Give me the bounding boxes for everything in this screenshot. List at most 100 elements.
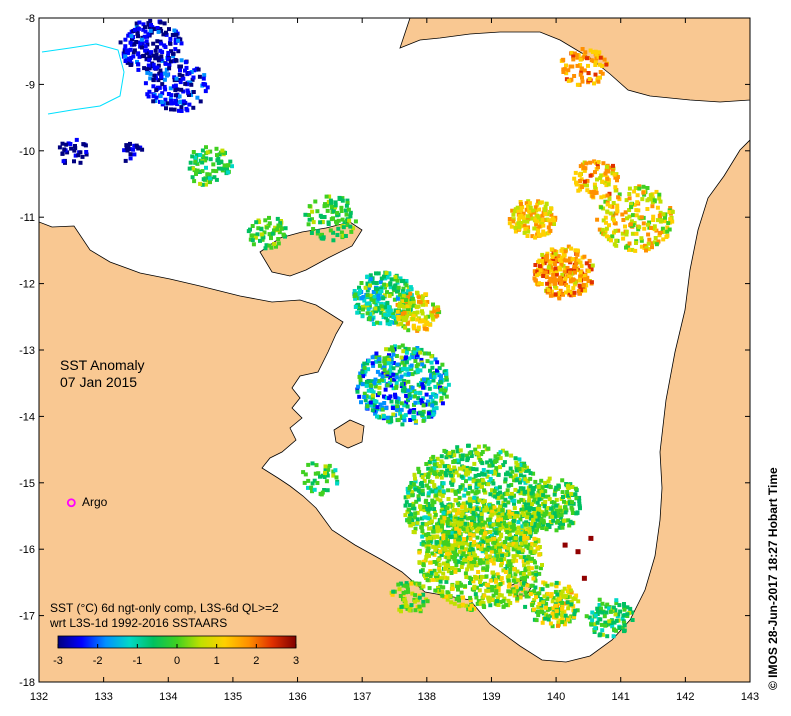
- sst-cell: [154, 26, 158, 31]
- sst-cell: [518, 480, 522, 485]
- sst-cell: [468, 598, 473, 603]
- sst-cell: [403, 513, 408, 518]
- sst-cell: [163, 97, 168, 102]
- sst-cell: [493, 530, 498, 535]
- sst-cell: [390, 592, 395, 597]
- sst-cell: [514, 541, 519, 546]
- sst-cell: [491, 593, 496, 598]
- sst-cell: [530, 556, 534, 561]
- sst-cell: [622, 623, 627, 628]
- sst-cell: [612, 221, 617, 225]
- sst-cell: [430, 392, 435, 397]
- sst-cell: [575, 63, 580, 68]
- sst-cell: [531, 208, 536, 213]
- sst-cell: [179, 105, 184, 110]
- sst-cell: [475, 451, 480, 456]
- sst-cell: [484, 505, 489, 510]
- sst-cell: [511, 212, 516, 217]
- sst-cell: [614, 601, 619, 605]
- sst-cell: [422, 508, 427, 513]
- sst-cell: [593, 185, 598, 190]
- sst-cell: [376, 296, 381, 301]
- sst-cell: [497, 485, 502, 490]
- sst-anomaly-cells: [57, 18, 675, 639]
- x-tick-label: 136: [288, 691, 306, 703]
- sst-cell: [433, 384, 438, 389]
- sst-cell: [557, 296, 562, 301]
- sst-cell: [469, 454, 474, 458]
- sst-cell: [402, 418, 407, 423]
- sst-cell: [506, 578, 511, 583]
- sst-cell: [427, 386, 432, 391]
- sst-cell: [531, 517, 536, 522]
- sst-cell: [600, 610, 605, 615]
- sst-cell: [531, 576, 536, 581]
- sst-cell: [466, 564, 471, 569]
- sst-cell: [530, 525, 535, 530]
- sst-cell: [384, 347, 389, 352]
- sst-cell: [501, 604, 506, 609]
- sst-cell: [577, 277, 582, 282]
- sst-cell: [312, 487, 317, 492]
- sst-cell: [450, 488, 455, 493]
- sst-cell: [335, 210, 340, 215]
- sst-cell: [387, 396, 392, 401]
- sst-cell: [515, 596, 520, 601]
- sst-cell: [425, 359, 430, 364]
- sst-cell: [476, 444, 481, 449]
- sst-cell: [527, 501, 532, 506]
- sst-cell: [548, 276, 553, 281]
- sst-cell: [328, 228, 333, 233]
- sst-cell: [506, 546, 511, 551]
- sst-cell: [523, 480, 528, 485]
- sst-cell: [507, 592, 512, 597]
- sst-cell: [494, 486, 499, 491]
- sst-cell: [501, 463, 506, 468]
- sst-cell: [138, 42, 143, 47]
- sst-cell: [412, 472, 417, 477]
- sst-cell: [491, 522, 496, 527]
- sst-cell: [513, 513, 517, 518]
- sst-cell: [419, 357, 424, 362]
- sst-cell: [145, 70, 150, 75]
- sst-cell: [603, 229, 608, 234]
- sst-cell: [637, 184, 642, 189]
- sst-cell: [654, 242, 659, 247]
- sst-cell: [541, 600, 546, 605]
- sst-cell: [547, 476, 552, 481]
- sst-cell: [587, 615, 592, 620]
- sst-cell: [604, 220, 608, 225]
- sst-cell: [419, 569, 423, 574]
- sst-cell: [439, 540, 443, 545]
- sst-cell: [549, 206, 554, 211]
- sst-cell: [564, 508, 569, 513]
- sst-cell: [388, 375, 393, 380]
- sst-cell: [665, 233, 670, 238]
- sst-cell: [273, 225, 278, 230]
- sst-cell: [189, 70, 194, 74]
- sst-cell: [460, 511, 465, 516]
- sst-cell: [124, 56, 129, 61]
- sst-cell: [537, 224, 542, 229]
- sst-cell: [501, 522, 506, 527]
- sst-cell: [226, 163, 231, 168]
- sst-cell: [536, 484, 541, 489]
- sst-cell: [313, 471, 318, 476]
- sst-cell: [530, 559, 535, 563]
- sst-cell: [330, 204, 334, 209]
- sst-cell: [426, 491, 431, 496]
- sst-cell: [151, 77, 156, 82]
- sst-cell: [322, 204, 327, 209]
- sst-cell: [597, 62, 602, 67]
- sst-cell: [393, 274, 398, 279]
- sst-cell: [531, 499, 536, 504]
- sst-cell: [545, 583, 550, 588]
- sst-cell: [455, 552, 460, 557]
- sst-cell: [648, 193, 653, 198]
- sst-cell: [310, 481, 315, 486]
- sst-cell: [446, 569, 451, 574]
- sst-cell: [412, 347, 417, 352]
- sst-cell: [489, 549, 494, 554]
- sst-cell: [667, 210, 672, 215]
- sst-cell: [432, 371, 437, 375]
